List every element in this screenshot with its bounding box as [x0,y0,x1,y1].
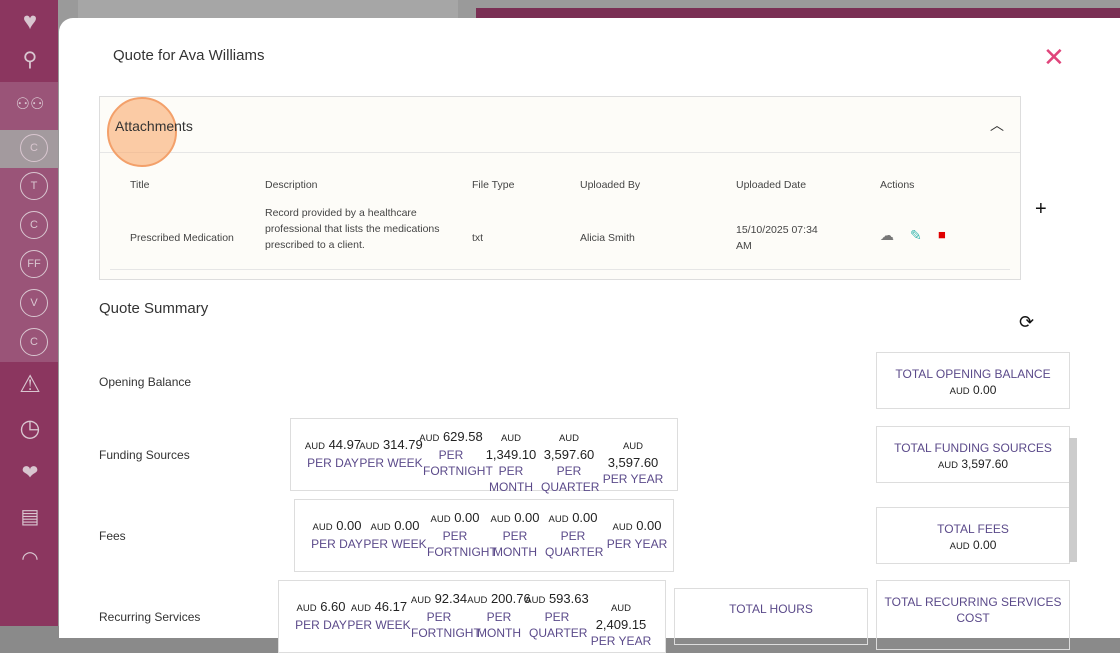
period-1: AUD 46.17 PER WEEK [347,599,411,632]
add-attachment-button[interactable]: + [1035,198,1047,220]
refresh-icon[interactable]: ⟳ [1019,312,1035,332]
period-2: AUD 629.58 PER FORTNIGHT [419,429,493,478]
attachments-panel: Attachments ︿ Title Description File Typ… [99,96,1021,280]
download-icon[interactable]: ☁ [880,227,894,243]
edit-icon[interactable]: ✎ [910,227,922,243]
delete-icon[interactable]: ■ [938,227,946,242]
modal-title: Quote for Ava Williams [113,47,265,64]
period-0: AUD 0.00 PER DAY [311,518,363,551]
attachments-header[interactable]: Attachments ︿ [100,97,1020,167]
close-icon[interactable]: ✕ [1043,42,1065,72]
clock-icon[interactable]: ◷ [19,414,41,442]
scrollbar[interactable] [1069,438,1077,562]
column-header-actions: Actions [880,179,915,191]
hearts-icon[interactable]: ❤ [21,461,39,484]
chevron-up-icon[interactable]: ︿ [990,117,1004,133]
period-3: AUD 1,349.10 PER MONTH [485,433,537,494]
search-icon[interactable]: ⚲ [22,48,38,71]
column-header-uploaded-date: Uploaded Date [736,179,807,191]
sidebar-item-v[interactable]: V [20,289,48,317]
fees-label: Fees [99,529,126,543]
cell-uploaded-date: 15/10/2025 07:34 AM [736,224,818,252]
attachments-title: Attachments [115,118,193,134]
click-highlight [107,97,177,167]
column-header-file-type: File Type [472,179,515,191]
heart-icon[interactable]: ♥ [22,8,38,35]
total-hours: TOTAL HOURS [674,588,868,645]
period-0: AUD 44.97 PER DAY [304,437,362,470]
period-2: AUD 0.00 PER FORTNIGHT [427,510,497,559]
funding-periods-box: AUD 44.97 PER DAY AUD 314.79 PER WEEK AUD 62… [290,418,678,494]
quote-summary-title: Quote Summary [99,300,209,317]
period-5: AUD 2,409.15 PER YEAR [590,603,652,648]
sidebar-item-c1[interactable]: C [20,134,48,162]
period-1: AUD 0.00 PER WEEK [363,518,427,551]
period-4: AUD 0.00 PER QUARTER [545,510,604,559]
total-opening-balance: TOTAL OPENING BALANCE AUD 0.00 [876,352,1070,409]
people-icon[interactable]: ⚇⚇ [15,96,45,113]
period-5: AUD 3,597.60 PER YEAR [602,441,664,486]
period-1: AUD 314.79 PER WEEK [359,437,423,470]
gauge-icon[interactable]: ◠ [21,547,39,570]
column-header-uploaded-by: Uploaded By [580,179,641,191]
opening-balance-label: Opening Balance [99,375,192,389]
cell-description: Record provided by a healthcare professi… [265,207,440,251]
sidebar-item-c2[interactable]: C [20,211,48,239]
sidebar: ♥ ⚲ ⚇⚇ C T C FF V C ⚠ ◷ ❤ ▤ ◠ [0,0,58,626]
recurring-periods-box: AUD 6.60 PER DAY AUD 46.17 PER WEEK AUD 92.3… [278,580,666,653]
fees-periods-box: AUD 0.00 PER DAY AUD 0.00 PER WEEK AUD 0.00 P… [294,499,674,572]
column-header-title: Title [130,179,150,191]
cell-title: Prescribed Medication [130,232,234,244]
period-3: AUD 0.00 PER MONTH [490,510,540,559]
period-4: AUD 593.63 PER QUARTER [525,591,589,640]
period-0: AUD 6.60 PER DAY [295,599,347,632]
period-2: AUD 92.34 PER FORTNIGHT [410,591,481,640]
recurring-services-label: Recurring Services [99,610,201,624]
total-funding-sources: TOTAL FUNDING SOURCES AUD 3,597.60 [876,426,1070,483]
total-fees: TOTAL FEES AUD 0.00 [876,507,1070,564]
period-5: AUD 0.00 PER YEAR [606,518,668,551]
quote-modal: Quote for Ava Williams ✕ Attachments ︿ T… [59,18,1120,653]
chat-icon[interactable]: ▤ [20,505,40,528]
column-header-description: Description [265,179,318,191]
cell-file-type: txt [472,232,484,244]
sidebar-item-c3[interactable]: C [20,328,48,356]
sidebar-item-ff[interactable]: FF [20,250,48,278]
funding-sources-label: Funding Sources [99,448,190,462]
warning-icon[interactable]: ⚠ [19,370,41,398]
period-3: AUD 200.76 PER MONTH [467,591,531,640]
period-4: AUD 3,597.60 PER QUARTER [541,433,600,494]
total-recurring-services-cost: TOTAL RECURRING SERVICES COST [876,580,1070,650]
sidebar-item-t[interactable]: T [20,172,48,200]
cell-uploaded-by: Alicia Smith [580,232,635,244]
